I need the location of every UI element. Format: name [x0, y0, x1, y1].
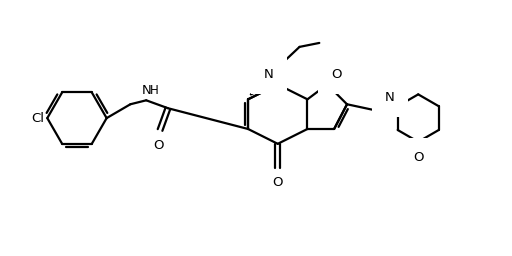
Text: N: N	[385, 91, 395, 104]
Text: O: O	[272, 176, 283, 189]
Text: N: N	[264, 68, 274, 81]
Text: O: O	[413, 151, 423, 164]
Text: N: N	[141, 84, 151, 97]
Text: O: O	[331, 68, 342, 81]
Text: H: H	[150, 84, 159, 97]
Text: O: O	[153, 139, 163, 152]
Text: Cl: Cl	[31, 112, 45, 125]
